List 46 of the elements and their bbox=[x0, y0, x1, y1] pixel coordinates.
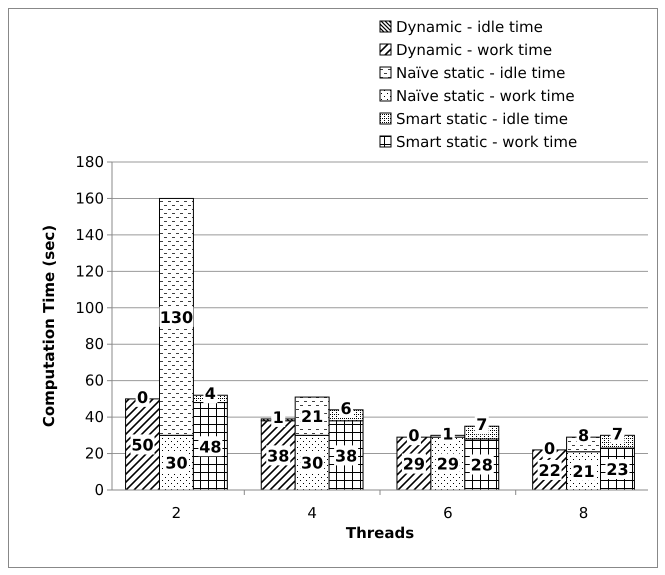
data-label: 21 bbox=[301, 407, 324, 426]
data-label: 7 bbox=[476, 415, 488, 434]
y-tick-label: 60 bbox=[84, 372, 104, 390]
y-tick-label: 80 bbox=[84, 335, 104, 354]
data-label: 38 bbox=[267, 446, 290, 466]
data-label: 8 bbox=[578, 426, 590, 446]
data-label: 4 bbox=[204, 384, 216, 404]
data-label: 0 bbox=[408, 426, 420, 446]
data-label: 6 bbox=[340, 398, 352, 418]
y-tick-label: 140 bbox=[75, 226, 104, 244]
data-label: 30 bbox=[301, 454, 324, 473]
x-axis-title: Threads bbox=[346, 524, 414, 542]
data-label: 38 bbox=[334, 446, 358, 466]
y-tick-label: 0 bbox=[94, 481, 104, 499]
data-label: 21 bbox=[572, 462, 595, 481]
data-label: 30 bbox=[165, 454, 188, 473]
data-label: 23 bbox=[606, 460, 629, 480]
y-tick-label: 100 bbox=[75, 298, 104, 317]
y-tick-label: 180 bbox=[75, 153, 104, 171]
y-tick-label: 40 bbox=[84, 408, 104, 426]
data-label: 0 bbox=[136, 388, 148, 407]
legend-label: Naïve static - work time bbox=[396, 87, 575, 105]
data-label: 28 bbox=[470, 455, 493, 474]
x-tick-label: 4 bbox=[307, 504, 317, 522]
data-label: 48 bbox=[199, 437, 222, 456]
data-label: 1 bbox=[272, 408, 284, 427]
x-tick-label: 6 bbox=[443, 504, 453, 522]
data-label: 130 bbox=[160, 308, 194, 327]
legend-label: Dynamic - idle time bbox=[396, 18, 543, 36]
x-tick-label: 2 bbox=[172, 504, 182, 522]
data-label: 22 bbox=[538, 460, 561, 480]
data-label: 29 bbox=[402, 454, 426, 474]
y-tick-label: 160 bbox=[75, 189, 104, 208]
y-tick-label: 120 bbox=[75, 262, 104, 280]
legend-label: Dynamic - work time bbox=[396, 41, 552, 59]
data-label: 50 bbox=[131, 435, 154, 454]
data-label: 7 bbox=[612, 424, 624, 444]
data-label: 29 bbox=[436, 454, 459, 474]
legend-label: Smart static - idle time bbox=[396, 110, 568, 128]
y-tick-label: 20 bbox=[84, 444, 104, 463]
data-label: 0 bbox=[544, 438, 556, 458]
x-tick-label: 8 bbox=[578, 504, 588, 522]
legend-label: Smart static - work time bbox=[396, 133, 578, 151]
legend-label: Naïve static - idle time bbox=[396, 64, 566, 82]
data-label: 1 bbox=[442, 424, 454, 444]
y-axis-title: Computation Time (sec) bbox=[40, 224, 58, 428]
